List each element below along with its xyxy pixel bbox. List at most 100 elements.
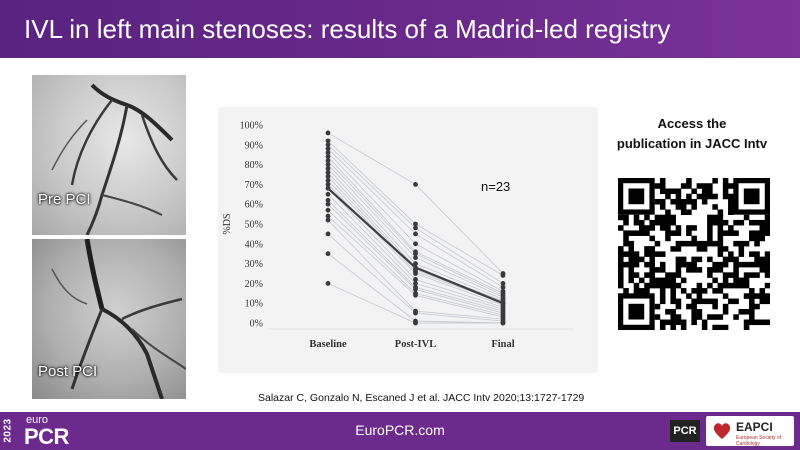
qr-module: [691, 188, 697, 195]
qr-module: [670, 219, 676, 226]
qr-module: [749, 261, 755, 268]
qr-module: [759, 288, 766, 294]
qr-module: [628, 272, 635, 278]
qr-module: [712, 303, 718, 310]
qr-module: [696, 298, 703, 305]
qr-module: [649, 256, 655, 263]
qr-module: [722, 230, 729, 236]
qr-module: [675, 240, 682, 247]
europcr-logo: PCR: [24, 424, 69, 449]
qr-module: [623, 219, 629, 226]
qr-module: [717, 219, 724, 226]
qr-module: [728, 209, 734, 215]
qr-module: [659, 204, 666, 210]
qr-module: [691, 235, 697, 242]
eapci-text: EAPCI: [736, 420, 773, 434]
patient-point: [325, 217, 331, 223]
qr-module: [670, 282, 676, 289]
qr-module: [675, 193, 682, 200]
qr-module: [675, 225, 682, 231]
qr-module: [670, 277, 676, 284]
qr-module: [696, 246, 703, 252]
y-tick-label: 30%: [245, 259, 263, 270]
qr-module: [712, 277, 718, 284]
patient-point: [325, 201, 331, 207]
qr-module: [628, 251, 635, 257]
qr-module: [633, 251, 640, 257]
qr-module: [717, 261, 724, 268]
qr-module: [644, 272, 650, 278]
qr-module: [659, 288, 666, 294]
qr-module: [696, 267, 703, 273]
qr-module: [764, 282, 771, 289]
y-tick-label: 90%: [245, 140, 263, 151]
qr-module: [686, 261, 692, 268]
qr-module: [623, 240, 629, 247]
qr-code[interactable]: [618, 178, 771, 331]
qr-module: [623, 230, 629, 236]
qr-module: [649, 246, 655, 252]
qr-module: [654, 277, 661, 284]
qr-module: [670, 324, 676, 331]
qr-module: [659, 298, 666, 305]
qr-module: [665, 193, 671, 200]
qr-module: [670, 293, 676, 299]
qr-module: [717, 214, 724, 221]
qr-module: [654, 214, 661, 221]
qr-module: [701, 188, 708, 195]
patient-point: [325, 154, 331, 160]
qr-module: [696, 183, 703, 189]
qr-module: [733, 256, 739, 263]
footer-site[interactable]: EuroPCR.com: [355, 422, 445, 438]
qr-module: [728, 298, 734, 305]
patient-point: [325, 174, 331, 179]
qr-module: [764, 225, 771, 231]
qr-module: [659, 261, 666, 268]
qr-module: [722, 293, 729, 299]
qr-module: [659, 324, 666, 331]
qr-module: [686, 183, 692, 189]
qr-module: [628, 256, 635, 263]
qr-module: [712, 324, 718, 331]
qr-module: [675, 298, 682, 305]
angiogram-post-image: Post PCI: [32, 239, 186, 399]
qr-module: [618, 214, 624, 221]
qr-module: [623, 288, 629, 294]
qr-module: [680, 324, 687, 331]
qr-module: [733, 219, 739, 226]
qr-module: [712, 261, 718, 268]
patient-point: [325, 182, 331, 187]
qr-module: [701, 183, 708, 189]
qr-module: [707, 272, 713, 278]
qr-module: [722, 282, 729, 289]
qr-module: [717, 251, 724, 257]
qr-module: [738, 246, 745, 252]
qr-module: [675, 256, 682, 263]
qr-module: [738, 251, 745, 257]
patient-point: [413, 281, 418, 286]
qr-module: [628, 240, 635, 247]
qr-heading-line2: publication in JACC Intv: [616, 136, 768, 151]
qr-module: [670, 319, 676, 326]
patient-point: [500, 273, 506, 278]
qr-module: [665, 230, 671, 236]
patient-point: [325, 158, 331, 164]
qr-module: [633, 261, 640, 268]
qr-module: [623, 261, 629, 268]
qr-module: [675, 246, 682, 252]
patient-point: [413, 225, 418, 231]
qr-module: [654, 240, 661, 247]
qr-module: [623, 235, 629, 242]
qr-module: [659, 277, 666, 284]
qr-module: [701, 240, 708, 247]
patient-point: [413, 320, 418, 326]
qr-module: [707, 314, 713, 320]
qr-module: [707, 267, 713, 273]
patient-point: [325, 138, 331, 144]
qr-module: [754, 261, 760, 268]
qr-module: [728, 198, 734, 205]
qr-module: [691, 261, 697, 268]
qr-module: [749, 230, 755, 236]
qr-module: [649, 219, 655, 226]
qr-module: [764, 219, 771, 226]
